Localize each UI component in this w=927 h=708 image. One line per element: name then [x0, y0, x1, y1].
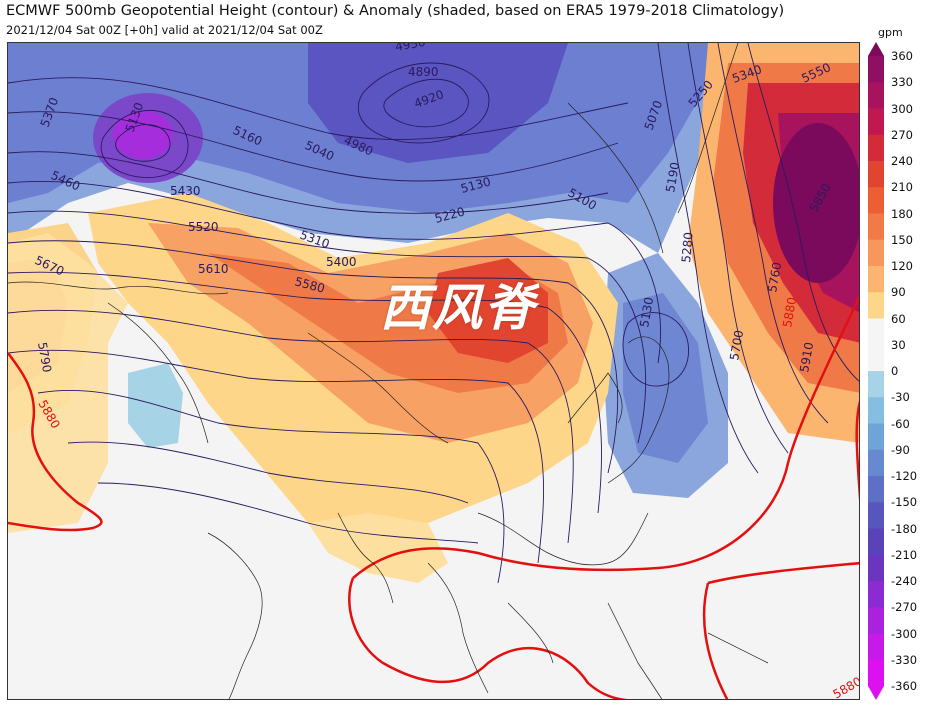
- colorbar-tick-label: 270: [891, 127, 913, 142]
- colorbar-tick-label: 0: [891, 364, 899, 378]
- colorbar-segment: [868, 82, 884, 109]
- colorbar-segment: [868, 266, 884, 293]
- colorbar-tick-label: 150: [891, 232, 913, 247]
- colorbar-segment: [868, 607, 884, 634]
- svg-text:5280: 5280: [679, 232, 696, 264]
- colorbar-segment: [868, 161, 884, 188]
- svg-text:4950: 4950: [394, 43, 427, 54]
- colorbar-tick-label: -210: [891, 547, 918, 562]
- colorbar-segment: [868, 239, 884, 267]
- svg-text:5880: 5880: [780, 296, 799, 329]
- colorbar-tick-label: 180: [891, 206, 913, 221]
- colorbar-tick-label: 120: [891, 259, 913, 273]
- colorbar-segment: [868, 187, 884, 214]
- svg-text:5400: 5400: [326, 255, 357, 269]
- colorbar-segment: [868, 633, 884, 661]
- svg-text:5520: 5520: [188, 220, 219, 234]
- colorbar-tick-label: -120: [891, 469, 918, 483]
- colorbar-tick-label: -330: [891, 652, 918, 667]
- colorbar-tick-label: 210: [891, 180, 913, 195]
- chart-subtitle: 2021/12/04 Sat 00Z [+0h] valid at 2021/1…: [6, 23, 323, 37]
- svg-text:5700: 5700: [727, 329, 746, 362]
- colorbar-segment: [868, 476, 884, 503]
- colorbar: [868, 42, 884, 700]
- colorbar-segment: [868, 344, 884, 372]
- colorbar-segment: [868, 502, 884, 529]
- colorbar-tick-label: -180: [891, 521, 918, 536]
- colorbar-max-arrow: [868, 42, 884, 56]
- colorbar-segment: [868, 134, 884, 162]
- weather-map: 4950 4890 4920 4980 5040 5070 5100 5130 …: [7, 42, 860, 700]
- colorbar-tick-label: 60: [891, 311, 906, 326]
- colorbar-tick-label: 240: [891, 154, 913, 168]
- svg-text:4890: 4890: [408, 65, 439, 79]
- svg-text:5760: 5760: [765, 261, 784, 294]
- colorbar-unit: gpm: [878, 26, 903, 39]
- colorbar-segment: [868, 449, 884, 477]
- colorbar-tick-label: 30: [891, 337, 906, 352]
- colorbar-tick-label: 90: [891, 285, 906, 300]
- svg-text:5910: 5910: [797, 341, 816, 374]
- map-canvas: 4950 4890 4920 4980 5040 5070 5100 5130 …: [8, 43, 859, 699]
- colorbar-segment: [868, 371, 884, 398]
- colorbar-tick-label: -150: [891, 495, 918, 510]
- colorbar-segment: [868, 108, 884, 136]
- chart-title: ECMWF 500mb Geopotential Height (contour…: [6, 3, 785, 19]
- colorbar-segment: [868, 581, 884, 608]
- colorbar-segment: [868, 56, 884, 83]
- svg-text:5430: 5430: [170, 184, 201, 198]
- colorbar-segment: [868, 554, 884, 582]
- colorbar-tick-label: 360: [891, 49, 913, 63]
- colorbar-tick-label: -270: [891, 600, 918, 615]
- svg-text:5190: 5190: [663, 161, 682, 194]
- colorbar-tick-label: -240: [891, 574, 918, 588]
- colorbar-segment: [868, 397, 884, 424]
- colorbar-tick-label: -30: [891, 390, 910, 405]
- colorbar-segment: [868, 659, 884, 687]
- svg-text:5130: 5130: [637, 296, 656, 329]
- colorbar-tick-label: -300: [891, 626, 918, 641]
- colorbar-tick-label: 330: [891, 75, 913, 90]
- svg-text:5610: 5610: [198, 262, 229, 276]
- colorbar-segment: [868, 528, 884, 556]
- colorbar-tick-label: -360: [891, 679, 918, 693]
- colorbar-tick-label: -90: [891, 442, 910, 457]
- colorbar-segment: [868, 318, 884, 346]
- colorbar-tick-label: -60: [891, 416, 910, 431]
- colorbar-min-arrow: [868, 686, 884, 700]
- colorbar-segment: [868, 292, 884, 319]
- colorbar-segment: [868, 213, 884, 241]
- colorbar-segment: [868, 423, 884, 451]
- ridge-annotation: 西风脊: [380, 279, 536, 337]
- colorbar-tick-label: 300: [891, 101, 913, 116]
- svg-text:5790: 5790: [35, 341, 54, 374]
